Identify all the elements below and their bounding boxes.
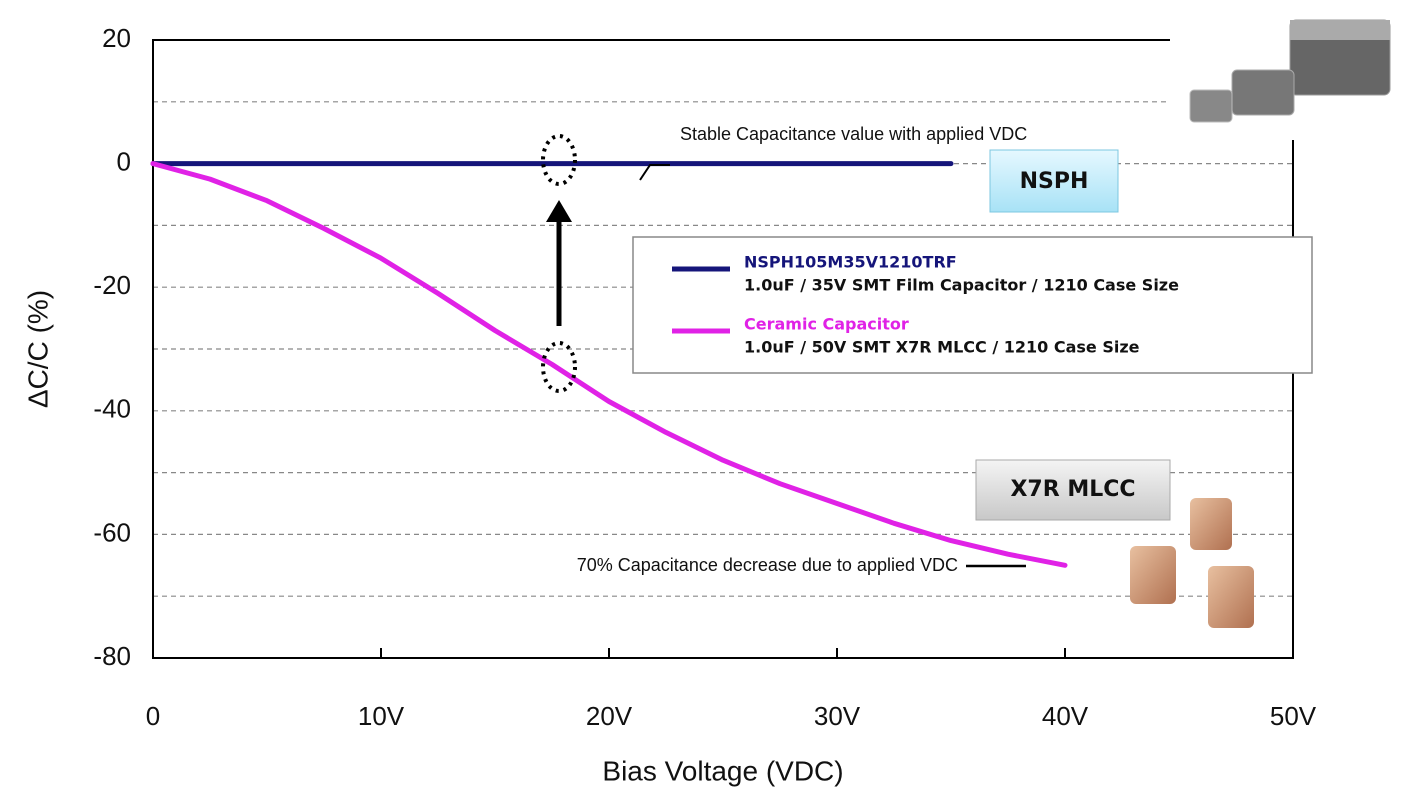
y-tick-label: -60 — [93, 517, 131, 547]
tag-box — [989, 149, 1119, 213]
y-tick-label: -20 — [93, 270, 131, 300]
x-tick-label: 50V — [1270, 701, 1317, 731]
y-tick-label: 20 — [102, 23, 131, 53]
series-line — [150, 161, 1068, 568]
highlight — [541, 341, 577, 393]
y-tick-label: 0 — [117, 146, 131, 176]
legend-label: NSPH105M35V1210TRF — [744, 253, 957, 272]
leader — [639, 164, 670, 181]
x-tick-label: 30V — [814, 701, 861, 731]
highlight — [541, 134, 577, 186]
legend-label: Ceramic Capacitor — [744, 315, 909, 334]
tag: X7R MLCC — [1010, 477, 1135, 502]
arrow-head — [546, 200, 572, 222]
annotation: Stable Capacitance value with applied VD… — [680, 124, 1027, 144]
y-axis-label: ΔC/C (%) — [22, 290, 53, 408]
legend: NSPH105M35V1210TRF 1.0uF / 35V SMT Film C… — [672, 253, 1179, 357]
x-tick-label: 40V — [1042, 701, 1089, 731]
x-tick-label: 0 — [146, 701, 160, 731]
x-tick-label: 20V — [586, 701, 633, 731]
lines — [150, 161, 1068, 568]
x-axis-label: Bias Voltage (VDC) — [602, 755, 843, 786]
film-capacitor-picture — [1170, 0, 1406, 140]
y-tick-label: -80 — [93, 641, 131, 671]
y-tick-label: -40 — [93, 394, 131, 424]
mlcc-picture — [1130, 498, 1254, 628]
legend-description: 1.0uF / 50V SMT X7R MLCC / 1210 Case Siz… — [744, 338, 1140, 357]
tag: NSPH — [1020, 169, 1089, 194]
annotation: 70% Capacitance decrease due to applied … — [577, 555, 958, 575]
tag-box — [975, 459, 1171, 521]
ticks: 20 0 -20 -40 -60 -80 0 10V 20V 30V 40V 50V — [93, 23, 1316, 731]
legend-box — [632, 236, 1313, 374]
x-tick-label: 10V — [358, 701, 405, 731]
legend-description: 1.0uF / 35V SMT Film Capacitor / 1210 Ca… — [744, 276, 1179, 295]
